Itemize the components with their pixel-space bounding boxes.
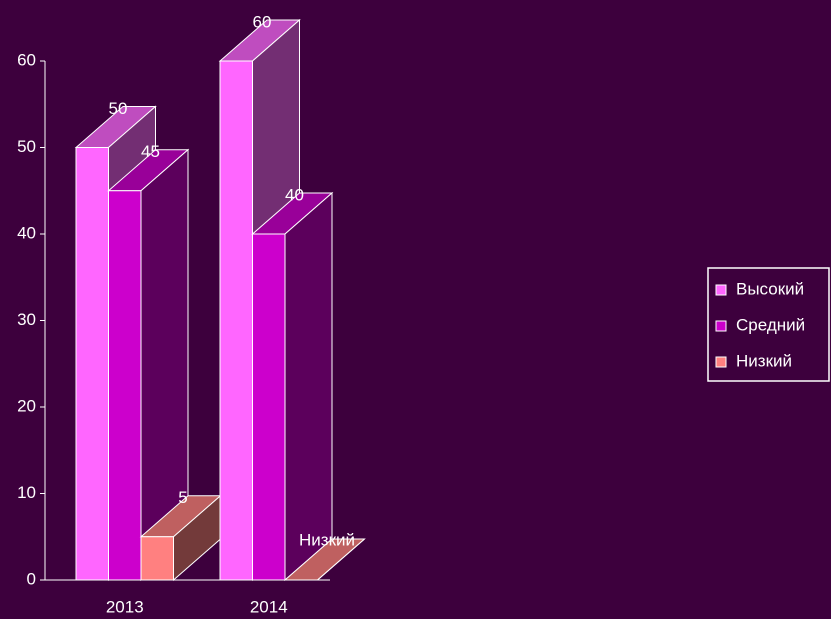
legend-label: Высокий xyxy=(736,279,804,298)
legend-label: Средний xyxy=(736,315,805,334)
legend-swatch xyxy=(715,356,727,368)
y-tick-label: 60 xyxy=(17,50,36,69)
y-tick-label: 20 xyxy=(17,396,36,415)
x-tick-label: 2014 xyxy=(250,597,288,616)
annotation: Низкий xyxy=(299,530,355,549)
data-label: 40 xyxy=(285,185,304,204)
data-label: 45 xyxy=(141,142,160,161)
bar-side xyxy=(317,538,365,581)
y-tick-label: 30 xyxy=(17,310,36,329)
bar xyxy=(140,536,174,581)
legend-swatch xyxy=(715,320,727,332)
legend-label: Низкий xyxy=(736,351,792,370)
data-label: 60 xyxy=(253,12,272,31)
bar xyxy=(252,233,286,581)
y-tick-label: 10 xyxy=(17,483,36,502)
bar xyxy=(219,60,253,581)
bar xyxy=(108,190,142,581)
legend-swatch xyxy=(715,284,727,296)
bar-side xyxy=(284,191,333,582)
y-tick-label: 0 xyxy=(27,569,36,588)
legend-box xyxy=(707,267,830,382)
y-tick-label: 40 xyxy=(17,223,36,242)
data-label: 5 xyxy=(178,488,187,507)
bar xyxy=(75,147,109,581)
y-tick-label: 50 xyxy=(17,137,36,156)
data-label: 50 xyxy=(109,99,128,118)
x-tick-label: 2013 xyxy=(106,597,144,616)
